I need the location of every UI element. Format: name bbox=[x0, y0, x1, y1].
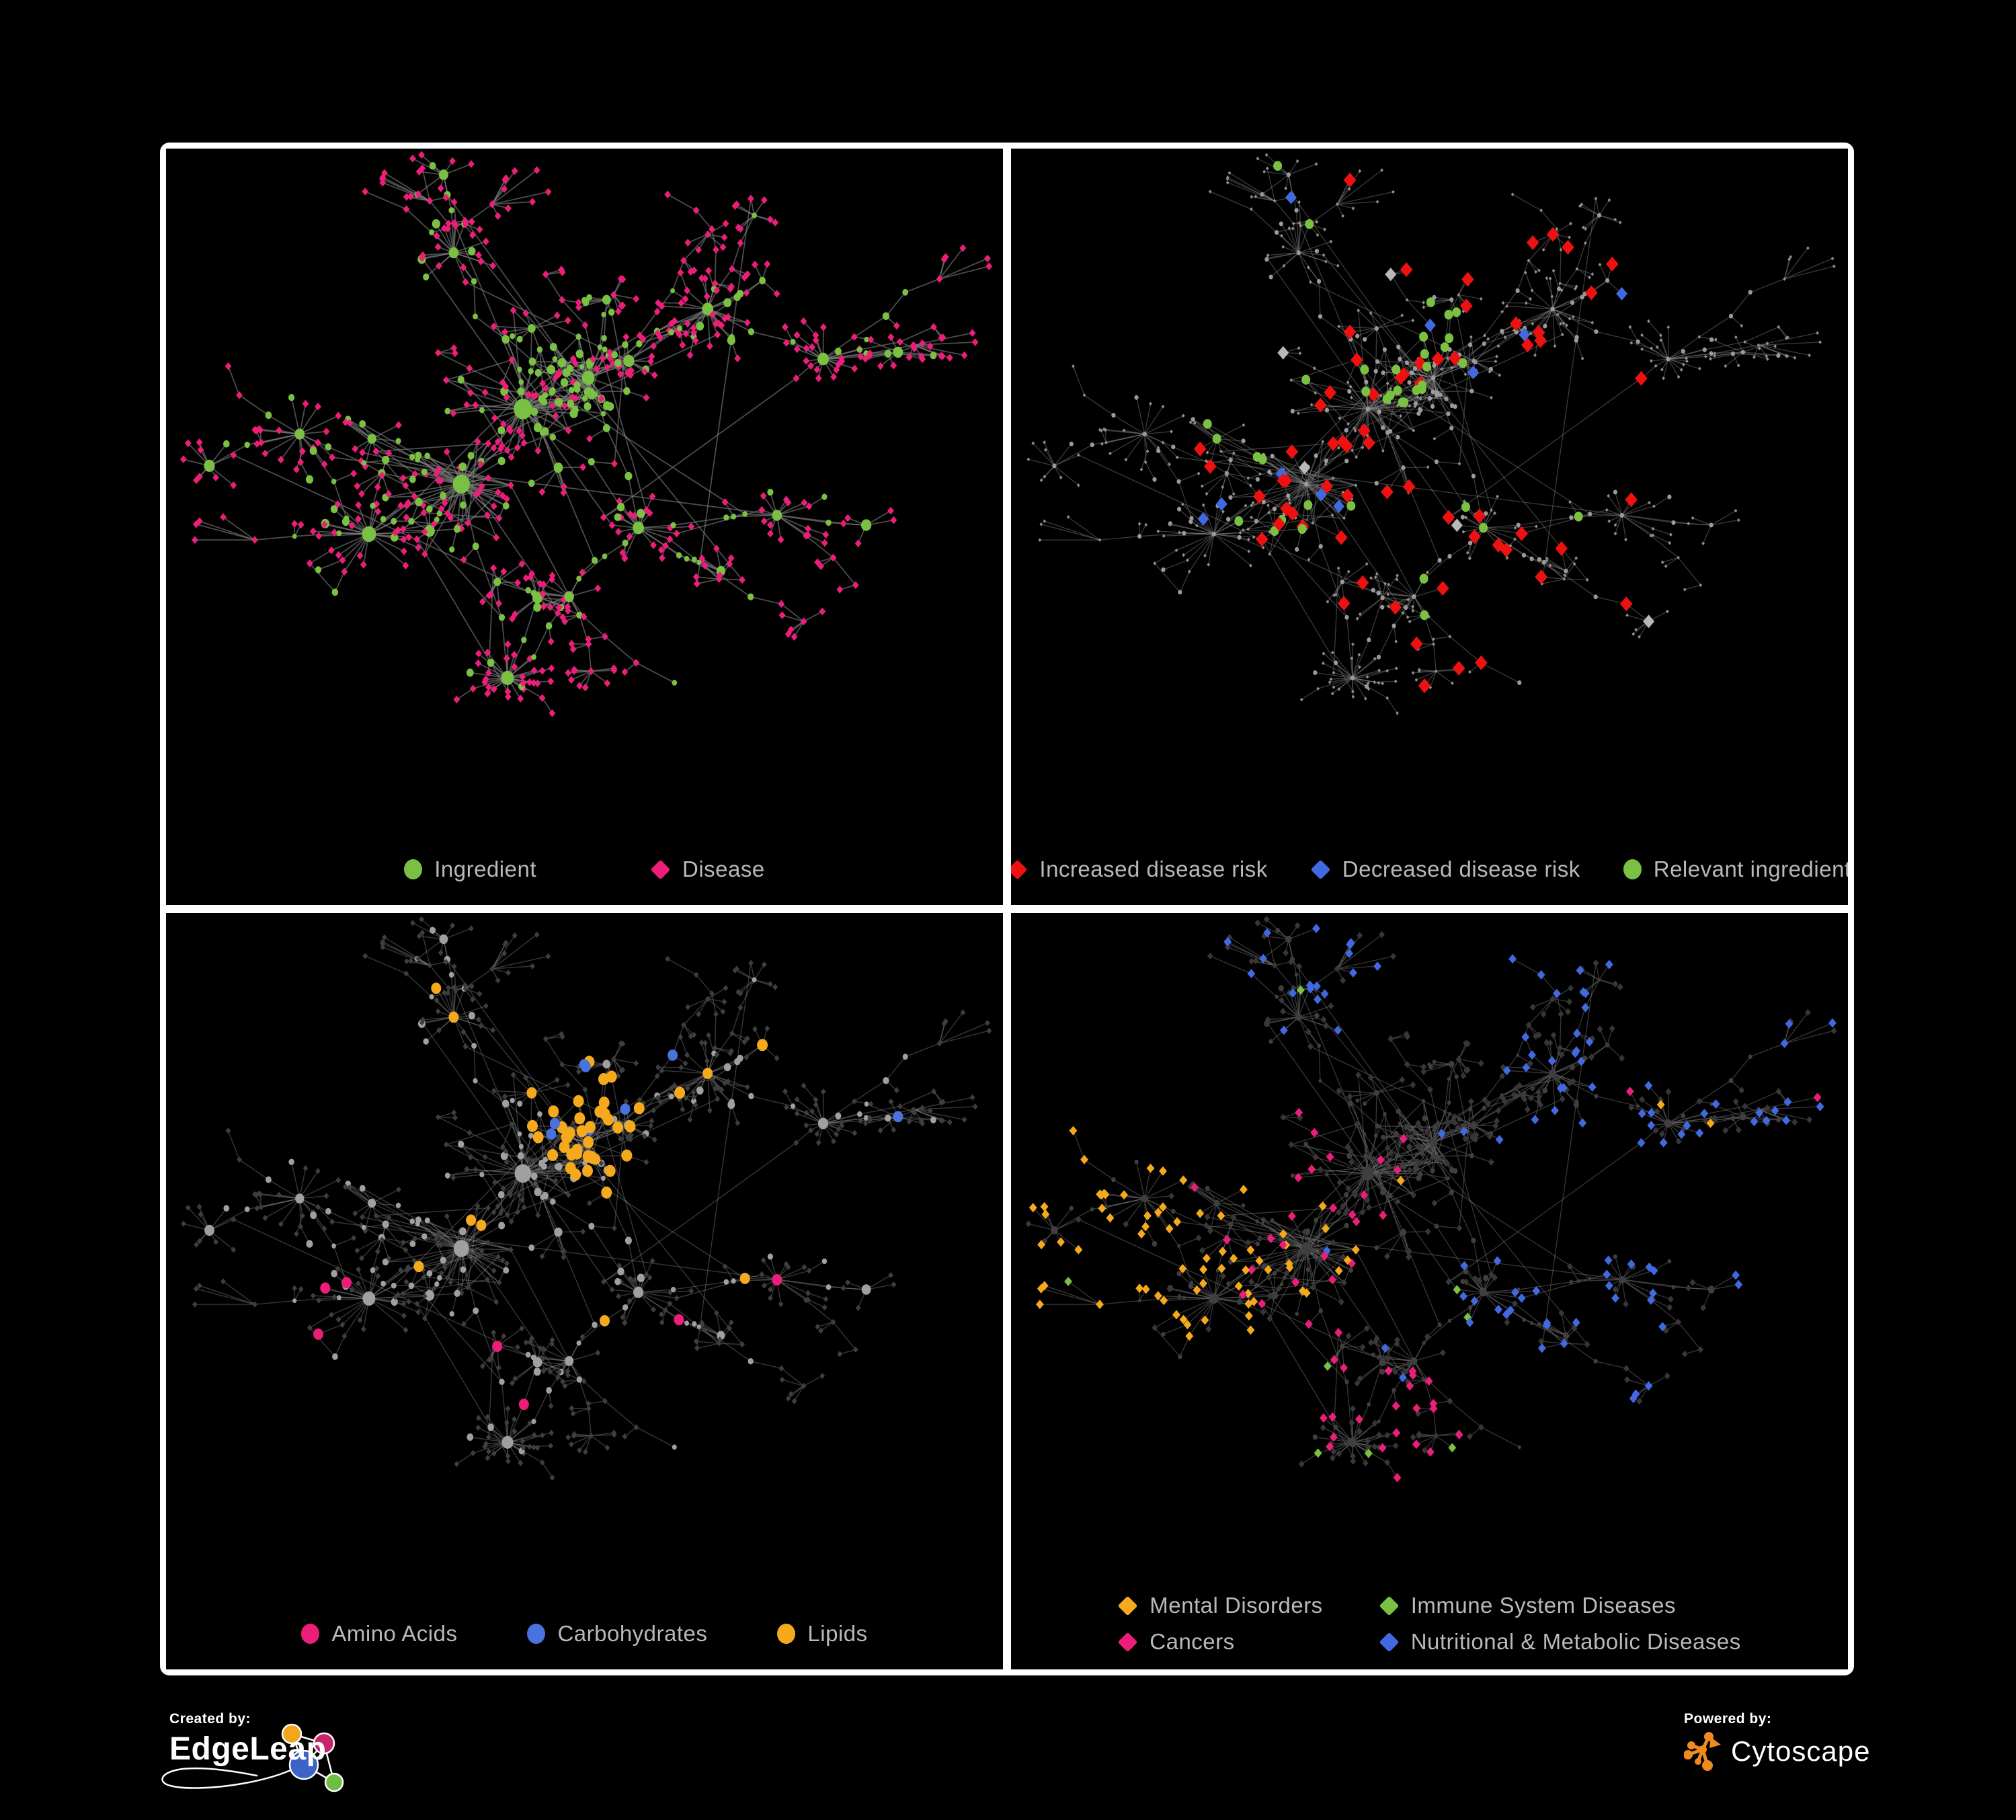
legend-item-increased-risk: Increased disease risk bbox=[1011, 857, 1268, 882]
edgeleap-swoop-line bbox=[161, 1754, 313, 1789]
legend-label: Relevant ingredient bbox=[1653, 857, 1848, 881]
legend-item-relevant-ingredient: Relevant ingredient bbox=[1623, 857, 1848, 882]
edgeleap-network-icon bbox=[281, 1723, 344, 1792]
legend-item-cancers: Cancers bbox=[1117, 1629, 1322, 1655]
panel-nutrient-classes: Amino Acids Carbohydrates Lipids bbox=[166, 913, 1003, 1669]
relevant-ingredient-circle-icon bbox=[1623, 859, 1642, 879]
mental-disorders-diamond-icon bbox=[1117, 1595, 1138, 1616]
amino-acids-circle-icon bbox=[301, 1624, 320, 1644]
edgeleap-credit[interactable]: Created by: EdgeLeap bbox=[161, 1711, 391, 1804]
cytoscape-credit[interactable]: Powered by: Cytoscape bbox=[1684, 1711, 1870, 1772]
legend-label: Disease bbox=[682, 857, 765, 881]
nutritional-metabolic-diseases-diamond-icon bbox=[1379, 1632, 1400, 1652]
cancers-diamond-icon bbox=[1117, 1632, 1138, 1652]
edgeleap-wordmark: EdgeLeap bbox=[169, 1731, 327, 1767]
network-panels-board: Ingredient Disease Increased disease ris… bbox=[160, 143, 1854, 1675]
carbohydrates-circle-icon bbox=[527, 1624, 546, 1644]
disease-risk-network bbox=[1026, 153, 1836, 715]
decreased-risk-diamond-icon bbox=[1310, 859, 1331, 879]
panel-disease-risk: Increased disease risk Decreased disease… bbox=[1011, 149, 1848, 905]
legend-item-amino-acids: Amino Acids bbox=[301, 1621, 457, 1647]
created-by-caption: Created by: bbox=[169, 1711, 251, 1727]
legend-disease-risk: Increased disease risk Decreased disease… bbox=[1011, 857, 1848, 882]
legend-item-disease: Disease bbox=[650, 857, 765, 882]
cytoscape-logo: Cytoscape bbox=[1684, 1731, 1870, 1772]
powered-by-caption: Powered by: bbox=[1684, 1711, 1772, 1727]
legend-label: Decreased disease risk bbox=[1342, 857, 1580, 881]
legend-nutrient-classes: Amino Acids Carbohydrates Lipids bbox=[166, 1621, 1003, 1647]
disease-diamond-icon bbox=[650, 859, 671, 879]
legend-label: Ingredient bbox=[434, 857, 537, 881]
legend-ingredient-disease: Ingredient Disease bbox=[166, 857, 1003, 882]
ingredient-circle-icon bbox=[404, 859, 423, 879]
legend-label: Cancers bbox=[1150, 1629, 1235, 1654]
legend-label: Carbohydrates bbox=[557, 1621, 708, 1646]
legend-label: Mental Disorders bbox=[1150, 1593, 1323, 1618]
legend-item-carbohydrates: Carbohydrates bbox=[527, 1621, 707, 1647]
cytoscape-network-icon bbox=[1684, 1732, 1721, 1771]
panel-disease-categories: Mental Disorders Immune System Diseases … bbox=[1011, 913, 1848, 1669]
legend-label: Lipids bbox=[807, 1621, 868, 1646]
ingredient-disease-network bbox=[179, 151, 993, 717]
lipids-circle-icon bbox=[777, 1624, 796, 1644]
edgeleap-logo: EdgeLeap bbox=[161, 1723, 391, 1804]
legend-label: Nutritional & Metabolic Diseases bbox=[1410, 1629, 1741, 1654]
legend-item-decreased-risk: Decreased disease risk bbox=[1310, 857, 1580, 882]
nutrient-class-network bbox=[181, 916, 992, 1481]
legend-item-lipids: Lipids bbox=[777, 1621, 867, 1647]
legend-label: Immune System Diseases bbox=[1410, 1593, 1676, 1618]
legend-item-nutritional-metabolic-diseases: Nutritional & Metabolic Diseases bbox=[1379, 1629, 1741, 1655]
increased-risk-diamond-icon bbox=[1011, 859, 1028, 879]
legend-disease-categories: Mental Disorders Immune System Diseases … bbox=[1011, 1593, 1848, 1655]
legend-item-mental-disorders: Mental Disorders bbox=[1117, 1593, 1323, 1618]
panel-ingredient-disease: Ingredient Disease bbox=[166, 149, 1003, 905]
legend-label: Amino Acids bbox=[331, 1621, 458, 1646]
legend-item-ingredient: Ingredient bbox=[404, 857, 536, 882]
disease-category-network bbox=[1025, 916, 1837, 1482]
legend-item-immune-system-diseases: Immune System Diseases bbox=[1379, 1593, 1741, 1618]
immune-system-diseases-diamond-icon bbox=[1379, 1595, 1400, 1616]
legend-label: Increased disease risk bbox=[1039, 857, 1268, 881]
cytoscape-wordmark: Cytoscape bbox=[1731, 1735, 1871, 1767]
